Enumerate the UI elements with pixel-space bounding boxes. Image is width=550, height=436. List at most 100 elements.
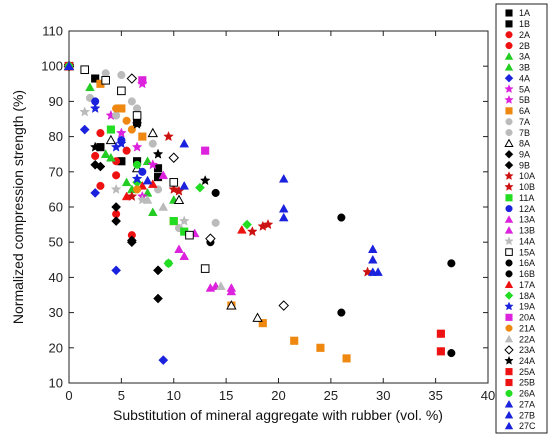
legend-marker xyxy=(505,42,513,50)
legend-item-15A: 15A xyxy=(505,247,535,257)
legend-label: 22A xyxy=(519,334,535,344)
data-point xyxy=(158,170,169,180)
legend-item-2B: 2B xyxy=(505,41,530,51)
data-point xyxy=(112,111,121,120)
data-point xyxy=(367,244,378,253)
legend-item-5A: 5A xyxy=(504,84,530,94)
data-point xyxy=(138,132,147,141)
legend-label: 8A xyxy=(519,139,530,149)
legend-marker xyxy=(504,301,514,311)
legend-marker xyxy=(505,248,513,256)
data-point xyxy=(90,188,101,198)
legend-label: 25B xyxy=(519,378,535,388)
data-point xyxy=(80,65,90,75)
data-point xyxy=(226,286,237,296)
legend-label: 10A xyxy=(519,171,535,181)
data-point xyxy=(117,86,126,96)
data-point xyxy=(153,293,163,304)
legend-marker xyxy=(504,334,514,343)
data-point xyxy=(133,104,142,113)
legend-marker xyxy=(504,410,514,419)
x-tick-label: 15 xyxy=(219,388,233,403)
data-point xyxy=(337,213,346,222)
data-point xyxy=(179,138,190,148)
data-point xyxy=(138,76,147,85)
legend-marker xyxy=(504,63,514,71)
data-point xyxy=(373,267,383,276)
legend-item-25B: 25B xyxy=(505,378,535,388)
legend-item-13A: 13A xyxy=(504,215,535,225)
legend-label: 4A xyxy=(519,73,530,83)
legend-marker xyxy=(505,270,513,278)
plot-area xyxy=(68,30,489,384)
legend-marker xyxy=(504,52,514,60)
data-point xyxy=(131,173,143,184)
legend-marker xyxy=(504,215,514,223)
data-point xyxy=(337,308,346,317)
legend-marker xyxy=(504,181,514,191)
legend-label: 23A xyxy=(519,345,535,355)
data-point xyxy=(112,171,121,180)
x-tick-label: 25 xyxy=(324,388,338,403)
legend-label: 16A xyxy=(519,258,535,268)
legend-marker xyxy=(505,129,513,137)
y-tick-label: 90 xyxy=(49,94,63,109)
data-point xyxy=(447,349,456,358)
legend-item-5B: 5B xyxy=(504,95,530,105)
legend-label: 13A xyxy=(519,215,535,225)
legend-label: 21A xyxy=(519,323,535,333)
data-point xyxy=(101,75,110,85)
data-point xyxy=(278,173,289,183)
data-point xyxy=(142,156,153,165)
data-point xyxy=(117,70,126,80)
data-point xyxy=(121,177,132,187)
data-point xyxy=(148,207,158,217)
data-point xyxy=(211,188,220,197)
legend-item-16A: 16A xyxy=(505,258,535,268)
legend-item-21A: 21A xyxy=(505,323,535,333)
legend-item-13B: 13B xyxy=(504,226,535,236)
data-point xyxy=(106,125,115,134)
y-tick-label: 70 xyxy=(49,164,63,179)
legend-label: 27B xyxy=(519,410,535,420)
data-point xyxy=(226,300,237,310)
y-tick-label: 50 xyxy=(49,235,63,250)
y-axis-title: Normalized compression strength (%) xyxy=(10,90,26,324)
data-point xyxy=(142,195,153,204)
legend-item-27B: 27B xyxy=(504,410,535,420)
data-point xyxy=(216,281,226,290)
legend-item-9B: 9B xyxy=(504,160,530,170)
legend-marker xyxy=(505,368,513,376)
legend-marker xyxy=(505,20,513,28)
y-tick-label: 110 xyxy=(42,24,63,39)
legend-label: 9B xyxy=(519,160,530,170)
data-point xyxy=(278,300,290,311)
legend-marker xyxy=(504,138,514,147)
legend-item-11A: 11A xyxy=(505,193,534,203)
y-tick-label: 60 xyxy=(49,200,63,215)
data-point xyxy=(85,82,95,92)
legend-marker xyxy=(504,291,514,300)
data-point xyxy=(158,355,169,366)
legend-item-27C: 27C xyxy=(504,421,536,431)
data-point xyxy=(111,216,122,226)
x-tick-label: 0 xyxy=(65,388,72,403)
legend-item-24A: 24A xyxy=(504,355,535,366)
legend-item-25A: 25A xyxy=(505,367,535,377)
legend-marker xyxy=(504,84,514,94)
legend-item-6A: 6A xyxy=(505,106,530,116)
data-point xyxy=(174,244,184,253)
data-point xyxy=(290,336,299,345)
data-point xyxy=(199,175,211,186)
x-tick-label: 10 xyxy=(167,388,181,403)
data-points xyxy=(63,60,456,366)
data-point xyxy=(133,160,142,169)
legend-label: 27A xyxy=(519,399,535,409)
y-tick-label: 20 xyxy=(49,340,63,355)
data-point xyxy=(211,218,220,227)
data-point xyxy=(116,127,127,138)
data-point xyxy=(147,127,159,138)
data-point xyxy=(122,146,131,155)
data-point xyxy=(168,152,180,163)
data-point xyxy=(111,202,122,212)
